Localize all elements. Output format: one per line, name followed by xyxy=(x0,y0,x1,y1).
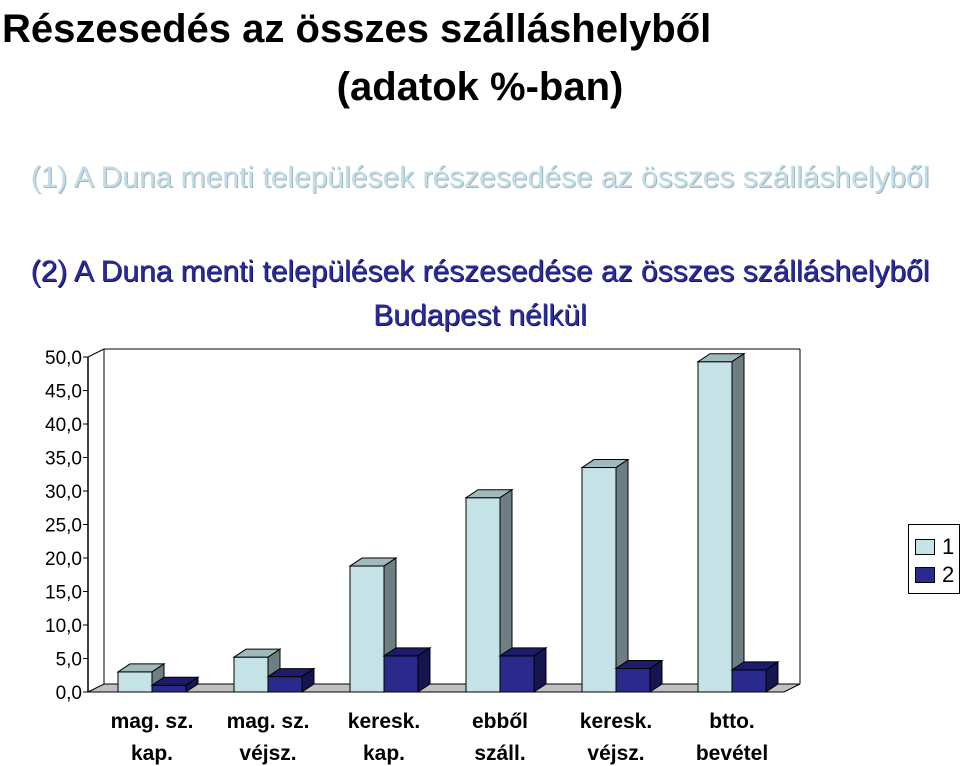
bar-s2-3 xyxy=(499,655,535,693)
y-tick-label: 0,0 xyxy=(56,683,82,704)
y-tick-label: 30,0 xyxy=(45,482,82,503)
x-tick-label-2-1: kap. xyxy=(363,742,405,765)
bar-s1-4 xyxy=(581,467,617,693)
series-1-description: (1) A Duna menti települések részesedése… xyxy=(30,161,930,194)
legend-item-1: 1 xyxy=(915,534,955,559)
chart-title: Részesedés az összes szálláshelyből (ada… xyxy=(0,0,960,116)
y-tick-label: 25,0 xyxy=(45,516,82,537)
x-tick-label-1-1: véjsz. xyxy=(239,742,296,765)
x-tick-label-0-0: mag. sz. xyxy=(111,710,194,733)
bar-s1-3 xyxy=(465,497,501,693)
y-tick-label: 45,0 xyxy=(45,382,82,403)
bar-s1-5 xyxy=(697,361,733,693)
x-tick-label-5-1: bevétel xyxy=(696,742,768,765)
bar-s2-2 xyxy=(383,655,419,693)
bar-side-s1-5 xyxy=(731,352,745,693)
y-tick-label: 40,0 xyxy=(45,415,82,436)
title-line-1: Részesedés az összes szálláshelyből xyxy=(2,7,712,51)
bar-side-s2-3 xyxy=(533,646,547,693)
bar-side-s2-2 xyxy=(417,646,431,693)
x-tick-label-0-1: kap. xyxy=(131,742,173,765)
y-tick-label: 10,0 xyxy=(45,616,82,637)
bar-s1-0 xyxy=(117,671,153,693)
bar-s2-5 xyxy=(731,669,767,693)
x-tick-label-4-1: véjsz. xyxy=(587,742,644,765)
series-2-description: (2) A Duna menti települések részesedése… xyxy=(30,255,930,332)
y-tick-label: 35,0 xyxy=(45,449,82,470)
bar-s2-4 xyxy=(615,668,651,693)
x-tick-label-1-0: mag. sz. xyxy=(227,710,310,733)
bar-s1-2 xyxy=(349,565,385,693)
y-tick-label: 50,0 xyxy=(45,348,82,369)
bar-side-s2-4 xyxy=(649,659,663,693)
legend-swatch-2 xyxy=(915,567,935,583)
legend-label-2: 2 xyxy=(942,562,955,587)
x-tick-label-5-0: btto. xyxy=(709,710,754,733)
x-tick-label-4-0: keresk. xyxy=(580,710,652,733)
y-tick-label: 20,0 xyxy=(45,549,82,570)
x-tick-label-3-0: ebből xyxy=(472,710,528,733)
legend-label-1: 1 xyxy=(942,534,955,559)
bar-s2-1 xyxy=(267,676,303,693)
bar-side-s1-4 xyxy=(615,458,629,693)
bar-side-s2-1 xyxy=(301,667,315,693)
y-tick-label: 15,0 xyxy=(45,583,82,604)
legend-item-2: 2 xyxy=(915,562,955,587)
y-tick-label: 5,0 xyxy=(56,650,82,671)
bar-s2-0 xyxy=(151,684,187,693)
bar-side-s2-0 xyxy=(185,676,199,693)
bar-s1-1 xyxy=(233,656,269,693)
x-tick-label-2-0: keresk. xyxy=(348,710,420,733)
legend-swatch-1 xyxy=(915,539,935,555)
axis-top-corner xyxy=(87,348,105,358)
bar-side-s2-5 xyxy=(765,660,779,693)
title-line-2: (adatok %-ban) xyxy=(336,65,624,109)
x-tick-label-3-1: száll. xyxy=(474,742,525,765)
legend: 1 2 xyxy=(908,524,960,594)
